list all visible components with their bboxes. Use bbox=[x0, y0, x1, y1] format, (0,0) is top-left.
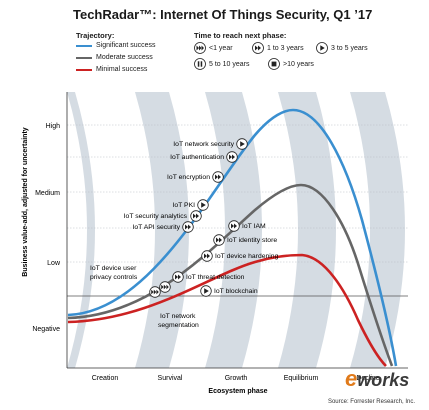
legend-line-red bbox=[76, 68, 92, 71]
time-heading: Time to reach next phase: bbox=[194, 31, 287, 40]
double-chevron-icon bbox=[172, 271, 184, 283]
double-chevron-icon bbox=[213, 234, 225, 246]
tech-threat-detection[interactable]: IoT threat detection bbox=[172, 271, 245, 283]
legend-3to5: 3 to 5 years bbox=[316, 42, 368, 54]
tech-privacy-controls[interactable]: IoT device user privacy controls bbox=[90, 265, 171, 293]
tech-segmentation-label-line2: segmentation bbox=[158, 322, 199, 329]
play-icon bbox=[200, 285, 212, 297]
double-chevron-icon bbox=[182, 221, 194, 233]
double-chevron-icon bbox=[252, 42, 264, 54]
phase-equilibrium: Equilibrium bbox=[284, 375, 319, 382]
play-icon bbox=[236, 138, 248, 150]
legend-moderate: Moderate success bbox=[76, 54, 153, 61]
tech-privacy-label-line1: IoT device user bbox=[90, 265, 137, 272]
tech-iam-label: IoT IAM bbox=[242, 223, 266, 230]
triple-chevron-icon bbox=[194, 42, 206, 54]
y-level-high: High bbox=[46, 123, 61, 130]
double-chevron-icon bbox=[190, 210, 202, 222]
legend-1to3: 1 to 3 years bbox=[252, 42, 304, 54]
legend-1to3-label: 1 to 3 years bbox=[267, 44, 304, 52]
legend-3to5-label: 3 to 5 years bbox=[331, 44, 368, 52]
page-title: TechRadar™: Internet Of Things Security,… bbox=[73, 7, 373, 22]
legend-line-gray bbox=[76, 56, 92, 59]
series-significant-success bbox=[67, 108, 398, 367]
x-axis-title: Ecosystem phase bbox=[208, 388, 267, 395]
tech-network-security[interactable]: IoT network security bbox=[173, 138, 248, 150]
tech-authentication-label: IoT authentication bbox=[170, 154, 224, 161]
triple-chevron-icon bbox=[159, 281, 171, 293]
double-chevron-icon bbox=[212, 171, 224, 183]
double-chevron-icon bbox=[226, 151, 238, 163]
legend-minimal: Minimal success bbox=[76, 66, 147, 73]
series-minimal-success bbox=[67, 253, 387, 367]
tech-privacy-label-line2: privacy controls bbox=[90, 274, 138, 281]
legend-minimal-label: Minimal success bbox=[96, 66, 148, 73]
tech-pki-label: IoT PKI bbox=[172, 202, 195, 209]
phase-creation: Creation bbox=[92, 375, 119, 382]
tech-api-security-label: IoT API security bbox=[133, 224, 181, 231]
phase-growth: Growth bbox=[225, 375, 248, 382]
watermark-logo: eworks bbox=[345, 366, 410, 391]
tech-segmentation-label-line1: IoT network bbox=[160, 313, 196, 320]
stop-icon bbox=[268, 58, 280, 70]
triple-chevron-icon bbox=[149, 286, 161, 298]
y-level-low: Low bbox=[47, 260, 61, 267]
tech-blockchain[interactable]: IoT blockchain bbox=[200, 285, 258, 297]
play-icon bbox=[197, 199, 209, 211]
legend-significant-label: Significant success bbox=[96, 42, 156, 49]
y-level-negative: Negative bbox=[32, 326, 60, 333]
source-note: Source: Forrester Research, Inc. bbox=[327, 399, 415, 405]
pause-icon bbox=[194, 58, 206, 70]
tech-security-analytics-label: IoT security analytics bbox=[124, 213, 188, 220]
tech-security-analytics[interactable]: IoT security analytics bbox=[124, 210, 202, 222]
tech-authentication[interactable]: IoT authentication bbox=[170, 151, 238, 163]
legend-line-blue bbox=[76, 44, 92, 47]
tech-encryption[interactable]: IoT encryption bbox=[167, 171, 224, 183]
tech-iam[interactable]: IoT IAM bbox=[228, 220, 266, 232]
tech-pki[interactable]: IoT PKI bbox=[172, 199, 209, 211]
tech-threat-detection-label: IoT threat detection bbox=[186, 274, 245, 281]
tech-encryption-label: IoT encryption bbox=[167, 174, 210, 181]
tech-device-hardening-label: IoT device hardening bbox=[215, 253, 279, 260]
legend-gt10: >10 years bbox=[268, 58, 314, 70]
play-icon bbox=[316, 42, 328, 54]
legend-significant: Significant success bbox=[76, 42, 156, 49]
y-axis-title: Business value-add, adjusted for uncerta… bbox=[22, 127, 29, 276]
legend-5to10: 5 to 10 years bbox=[194, 58, 249, 70]
legend-lt1: <1 year bbox=[194, 42, 233, 54]
gridlines bbox=[67, 124, 408, 297]
legend-5to10-label: 5 to 10 years bbox=[209, 60, 250, 68]
tech-network-security-label: IoT network security bbox=[173, 141, 234, 148]
legend-moderate-label: Moderate success bbox=[96, 54, 153, 61]
phase-bands bbox=[67, 92, 405, 368]
legend-lt1-label: <1 year bbox=[209, 44, 233, 52]
double-chevron-icon bbox=[201, 250, 213, 262]
tech-network-segmentation[interactable]: IoT network segmentation bbox=[149, 286, 199, 329]
y-level-medium: Medium bbox=[35, 190, 60, 197]
tech-blockchain-label: IoT blockchain bbox=[214, 288, 258, 295]
trajectory-heading: Trajectory: bbox=[76, 31, 115, 40]
double-chevron-icon bbox=[228, 220, 240, 232]
legend-gt10-label: >10 years bbox=[283, 60, 314, 68]
tech-device-hardening[interactable]: IoT device hardening bbox=[201, 250, 279, 262]
phase-survival: Survival bbox=[158, 375, 183, 382]
tech-identity-store[interactable]: IoT identity store bbox=[213, 234, 278, 246]
phase-decline: Decline bbox=[356, 375, 379, 382]
tech-identity-store-label: IoT identity store bbox=[227, 237, 277, 244]
tech-api-security[interactable]: IoT API security bbox=[133, 221, 194, 233]
